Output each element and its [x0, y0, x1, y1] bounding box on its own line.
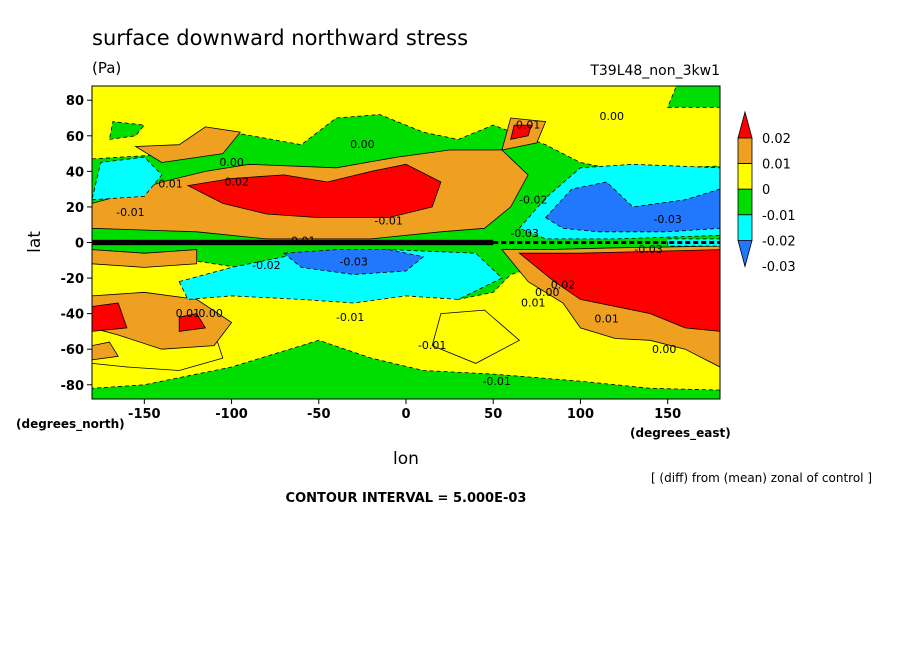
- contour-label: 0.01: [158, 177, 183, 190]
- contour-region: [544, 181, 720, 233]
- y-tick-label: 80: [66, 94, 84, 109]
- y-axis-units: (degrees_north): [16, 417, 125, 432]
- colorbar-label: 0.02: [762, 132, 791, 147]
- x-axis-label: lon: [393, 449, 419, 469]
- contour-region: [510, 124, 533, 140]
- colorbar-arrow-bottom: [737, 239, 753, 268]
- contour-region: [282, 249, 425, 275]
- colorbar-segment: [737, 137, 753, 165]
- contour-label: 0.01: [594, 313, 619, 326]
- contour-label: 0.00: [219, 156, 244, 169]
- contour-label: 0.00: [652, 343, 677, 356]
- experiment-label: T39L48_non_3kw1: [589, 63, 720, 79]
- x-axis: -150 -100 -50 0 50 100 150: [128, 399, 681, 422]
- colorbar-label: 0: [762, 183, 770, 198]
- x-tick-label: -100: [215, 407, 248, 422]
- contour-label: -0.01: [116, 206, 144, 219]
- y-tick-label: -40: [61, 308, 85, 323]
- x-tick-label: 0: [401, 407, 410, 422]
- contour-label: -0.03: [510, 227, 538, 240]
- contour-region: [108, 121, 146, 140]
- contour-region: [92, 341, 119, 361]
- x-tick-label: 100: [567, 407, 594, 422]
- contour-region: [178, 249, 503, 304]
- source-note: [ (diff) from (mean) zonal of control ]: [651, 471, 872, 485]
- contour-region: [92, 156, 163, 201]
- contour-region: [178, 313, 207, 332]
- colorbar-segment: [737, 163, 753, 190]
- contour-label: 0.00: [350, 138, 375, 151]
- contour-labels: 0.010.000.000.000.01 0.02-0.01-0.01-0.02-…: [116, 110, 682, 388]
- contour-label: -0.01: [336, 311, 364, 324]
- y-tick-label: 60: [66, 130, 84, 145]
- x-tick-label: -150: [128, 407, 161, 422]
- y-tick-label: 0: [75, 237, 84, 252]
- x-axis-units: (degrees_east): [630, 426, 731, 441]
- y-axis-label: lat: [25, 231, 45, 253]
- contour-label: 0.00: [198, 307, 223, 320]
- chart-title: surface downward northward stress: [92, 26, 468, 50]
- contour-label: -0.01: [482, 375, 510, 388]
- contour-label: 0.01: [176, 307, 201, 320]
- contour-label: -0.02: [252, 259, 280, 272]
- y-tick-label: -80: [61, 379, 85, 394]
- equator-band: [92, 239, 494, 246]
- contour-label: 0.00: [535, 286, 560, 299]
- y-tick-label: 20: [66, 201, 84, 216]
- contour-label: 0.02: [225, 176, 250, 189]
- contour-region: [667, 86, 720, 108]
- contour-label: 0.02: [551, 279, 576, 292]
- y-axis: 80 60 40 20 0 -20 -40 -60 -80: [61, 94, 92, 394]
- y-tick-label: 40: [66, 165, 84, 180]
- contour-label: -0.02: [519, 193, 547, 206]
- contour-label: -0.01: [418, 339, 446, 352]
- y-tick-label: -20: [61, 272, 85, 287]
- contour-label: 0.00: [600, 110, 625, 123]
- contour-label: -0.03: [339, 256, 367, 269]
- x-tick-label: -50: [307, 407, 331, 422]
- colorbar-label: -0.02: [762, 234, 796, 249]
- contour-label: 0.01: [516, 119, 541, 132]
- contour-label: -0.03: [634, 243, 662, 256]
- colorbar-label: 0.01: [762, 158, 791, 173]
- contour-label: 0.01: [521, 297, 546, 310]
- equator-contours: [92, 239, 720, 246]
- contour-region: [518, 249, 720, 332]
- x-tick-label: 150: [654, 407, 681, 422]
- contour-region: [92, 339, 720, 399]
- contour-label: -0.01: [287, 234, 315, 247]
- contour-label: -0.01: [374, 215, 402, 228]
- colorbar-segment: [737, 214, 753, 241]
- x-tick-label: 50: [484, 407, 502, 422]
- contour-label: -0.03: [653, 213, 681, 226]
- contour-region: [92, 302, 128, 332]
- contour-region: [134, 126, 242, 163]
- colorbar: 0.02 0.01 0 -0.01 -0.02 -0.03: [737, 110, 796, 275]
- colorbar-segment: [737, 188, 753, 216]
- contour-region: [92, 249, 198, 268]
- contour-region: [431, 309, 521, 364]
- contour-interval: CONTOUR INTERVAL = 5.000E-03: [286, 491, 527, 506]
- chart-units: (Pa): [92, 59, 121, 77]
- colorbar-label: -0.01: [762, 209, 796, 224]
- colorbar-label: -0.03: [762, 260, 796, 275]
- y-tick-label: -60: [61, 343, 85, 358]
- contour-region: [186, 163, 442, 219]
